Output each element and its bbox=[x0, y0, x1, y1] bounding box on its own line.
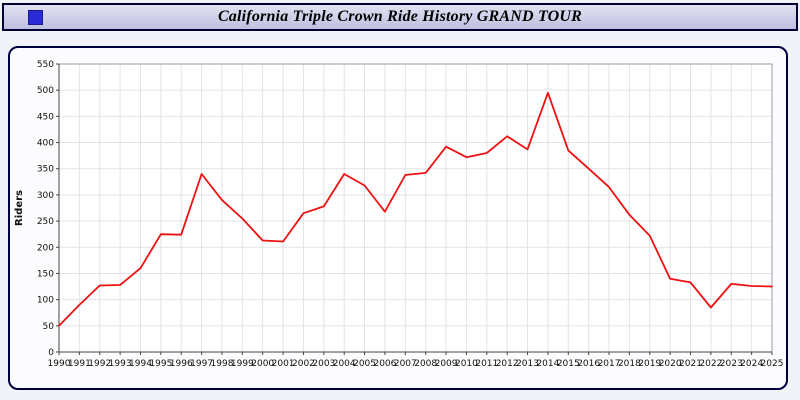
svg-text:1998: 1998 bbox=[211, 359, 234, 369]
svg-text:300: 300 bbox=[37, 191, 54, 201]
svg-text:100: 100 bbox=[37, 296, 54, 306]
svg-text:2015: 2015 bbox=[557, 359, 580, 369]
svg-text:2003: 2003 bbox=[312, 359, 335, 369]
svg-text:2016: 2016 bbox=[577, 359, 600, 369]
svg-text:1992: 1992 bbox=[88, 359, 111, 369]
svg-text:2006: 2006 bbox=[373, 359, 396, 369]
svg-text:2004: 2004 bbox=[333, 359, 356, 369]
chart-svg: 0501001502002503003504004505005501990199… bbox=[14, 60, 784, 369]
svg-text:1999: 1999 bbox=[231, 359, 254, 369]
svg-text:2010: 2010 bbox=[455, 359, 478, 369]
svg-text:2001: 2001 bbox=[272, 359, 295, 369]
svg-text:1994: 1994 bbox=[129, 359, 152, 369]
svg-text:2009: 2009 bbox=[435, 359, 458, 369]
svg-text:2013: 2013 bbox=[516, 359, 539, 369]
svg-text:2023: 2023 bbox=[720, 359, 743, 369]
svg-text:1995: 1995 bbox=[149, 359, 172, 369]
svg-text:2017: 2017 bbox=[598, 359, 621, 369]
svg-text:500: 500 bbox=[37, 86, 54, 96]
svg-text:1991: 1991 bbox=[68, 359, 91, 369]
svg-text:2002: 2002 bbox=[292, 359, 315, 369]
svg-text:2024: 2024 bbox=[740, 359, 763, 369]
svg-text:2014: 2014 bbox=[536, 359, 559, 369]
svg-text:550: 550 bbox=[37, 60, 54, 70]
svg-text:350: 350 bbox=[37, 165, 54, 175]
svg-text:2005: 2005 bbox=[353, 359, 376, 369]
svg-text:200: 200 bbox=[37, 243, 54, 253]
svg-text:2007: 2007 bbox=[394, 359, 417, 369]
svg-text:2011: 2011 bbox=[475, 359, 498, 369]
title-bar: California Triple Crown Ride History GRA… bbox=[2, 3, 798, 31]
svg-text:1993: 1993 bbox=[109, 359, 132, 369]
svg-text:1997: 1997 bbox=[190, 359, 213, 369]
chart-panel: 0 50 100 150 200 250 300 350 400 450 500 550 1990 199… bbox=[8, 46, 788, 390]
svg-text:1996: 1996 bbox=[170, 359, 193, 369]
svg-text:250: 250 bbox=[37, 217, 54, 227]
svg-text:0: 0 bbox=[48, 348, 54, 358]
svg-text:2008: 2008 bbox=[414, 359, 437, 369]
svg-text:2021: 2021 bbox=[679, 359, 702, 369]
svg-text:150: 150 bbox=[37, 269, 54, 279]
svg-text:Riders: Riders bbox=[14, 190, 25, 226]
svg-text:1990: 1990 bbox=[48, 359, 71, 369]
svg-text:2025: 2025 bbox=[761, 359, 784, 369]
blue-square-icon bbox=[28, 10, 43, 25]
svg-text:2012: 2012 bbox=[496, 359, 519, 369]
svg-text:2000: 2000 bbox=[251, 359, 274, 369]
svg-text:2020: 2020 bbox=[659, 359, 682, 369]
svg-text:2018: 2018 bbox=[618, 359, 641, 369]
svg-text:2019: 2019 bbox=[638, 359, 661, 369]
page-title: California Triple Crown Ride History GRA… bbox=[217, 8, 583, 25]
svg-text:50: 50 bbox=[43, 322, 55, 332]
svg-text:2022: 2022 bbox=[699, 359, 722, 369]
svg-text:450: 450 bbox=[37, 112, 54, 122]
svg-text:400: 400 bbox=[37, 139, 54, 149]
